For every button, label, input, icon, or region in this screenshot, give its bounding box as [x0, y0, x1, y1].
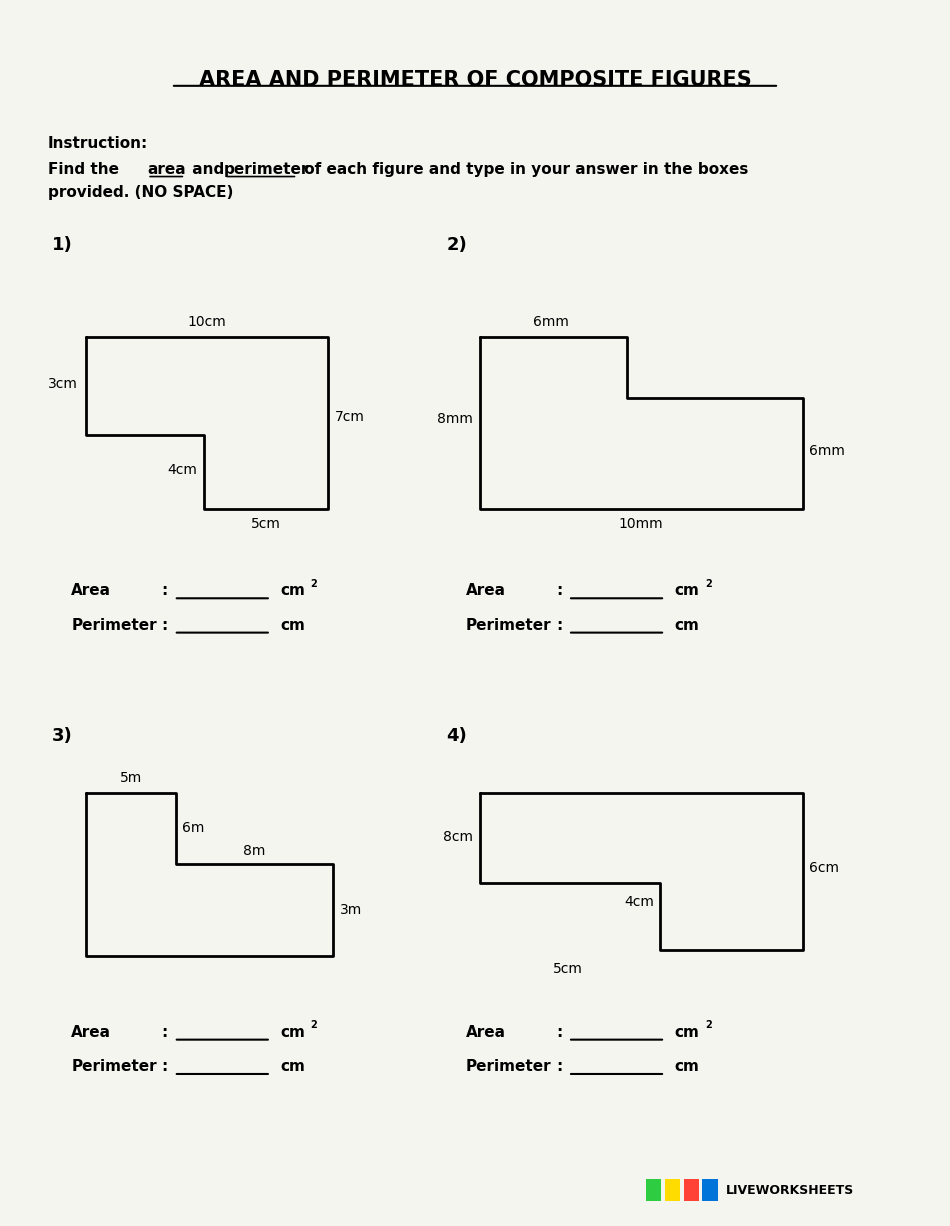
- Text: 5cm: 5cm: [553, 962, 583, 976]
- Text: :: :: [162, 1059, 168, 1074]
- Text: 6mm: 6mm: [809, 444, 846, 459]
- Text: 3m: 3m: [340, 902, 362, 917]
- Text: 2: 2: [705, 579, 712, 588]
- Text: cm: cm: [280, 618, 305, 633]
- Text: 3): 3): [52, 727, 73, 744]
- Text: 10cm: 10cm: [188, 315, 226, 329]
- Text: 1): 1): [52, 237, 73, 254]
- Text: 2: 2: [311, 579, 317, 588]
- Text: 4cm: 4cm: [624, 895, 655, 908]
- Bar: [702, 1179, 718, 1201]
- Text: cm: cm: [674, 1025, 699, 1040]
- Text: 2: 2: [705, 1020, 712, 1030]
- Text: 3cm: 3cm: [48, 376, 78, 391]
- Text: 4): 4): [446, 727, 467, 744]
- Text: area: area: [147, 162, 186, 177]
- Text: 4cm: 4cm: [168, 462, 198, 477]
- Text: 5m: 5m: [120, 771, 142, 785]
- Text: 6mm: 6mm: [533, 315, 569, 329]
- Text: cm: cm: [674, 618, 699, 633]
- Text: 8mm: 8mm: [437, 412, 473, 427]
- Text: 10mm: 10mm: [619, 517, 663, 531]
- Text: 6m: 6m: [182, 820, 205, 835]
- Text: 7cm: 7cm: [334, 409, 364, 424]
- Text: cm: cm: [674, 584, 699, 598]
- Text: Area: Area: [71, 1025, 111, 1040]
- Text: perimeter: perimeter: [224, 162, 310, 177]
- Text: cm: cm: [280, 1025, 305, 1040]
- Text: 8m: 8m: [243, 845, 266, 858]
- Text: :: :: [556, 618, 562, 633]
- Text: 5cm: 5cm: [251, 517, 281, 531]
- Text: :: :: [162, 584, 168, 598]
- Text: cm: cm: [674, 1059, 699, 1074]
- Text: 8cm: 8cm: [443, 830, 473, 845]
- Text: LIVEWORKSHEETS: LIVEWORKSHEETS: [726, 1184, 854, 1197]
- Text: cm: cm: [280, 1059, 305, 1074]
- Text: Perimeter: Perimeter: [466, 618, 551, 633]
- Text: 2: 2: [311, 1020, 317, 1030]
- Text: Instruction:: Instruction:: [48, 136, 148, 151]
- Text: and: and: [187, 162, 230, 177]
- Text: 6cm: 6cm: [809, 861, 840, 875]
- Text: of each figure and type in your answer in the boxes: of each figure and type in your answer i…: [299, 162, 749, 177]
- Text: provided. (NO SPACE): provided. (NO SPACE): [48, 185, 233, 200]
- Text: :: :: [162, 618, 168, 633]
- Bar: [665, 1179, 680, 1201]
- Text: 2): 2): [446, 237, 467, 254]
- Text: :: :: [162, 1025, 168, 1040]
- Text: AREA AND PERIMETER OF COMPOSITE FIGURES: AREA AND PERIMETER OF COMPOSITE FIGURES: [199, 70, 751, 89]
- Bar: [646, 1179, 661, 1201]
- Text: Area: Area: [466, 1025, 505, 1040]
- Text: Perimeter: Perimeter: [466, 1059, 551, 1074]
- Text: :: :: [556, 584, 562, 598]
- Text: Area: Area: [71, 584, 111, 598]
- Bar: [684, 1179, 699, 1201]
- Text: Find the: Find the: [48, 162, 124, 177]
- Text: Area: Area: [466, 584, 505, 598]
- Text: :: :: [556, 1025, 562, 1040]
- Text: Perimeter: Perimeter: [71, 1059, 157, 1074]
- Text: Perimeter: Perimeter: [71, 618, 157, 633]
- Text: cm: cm: [280, 584, 305, 598]
- Text: :: :: [556, 1059, 562, 1074]
